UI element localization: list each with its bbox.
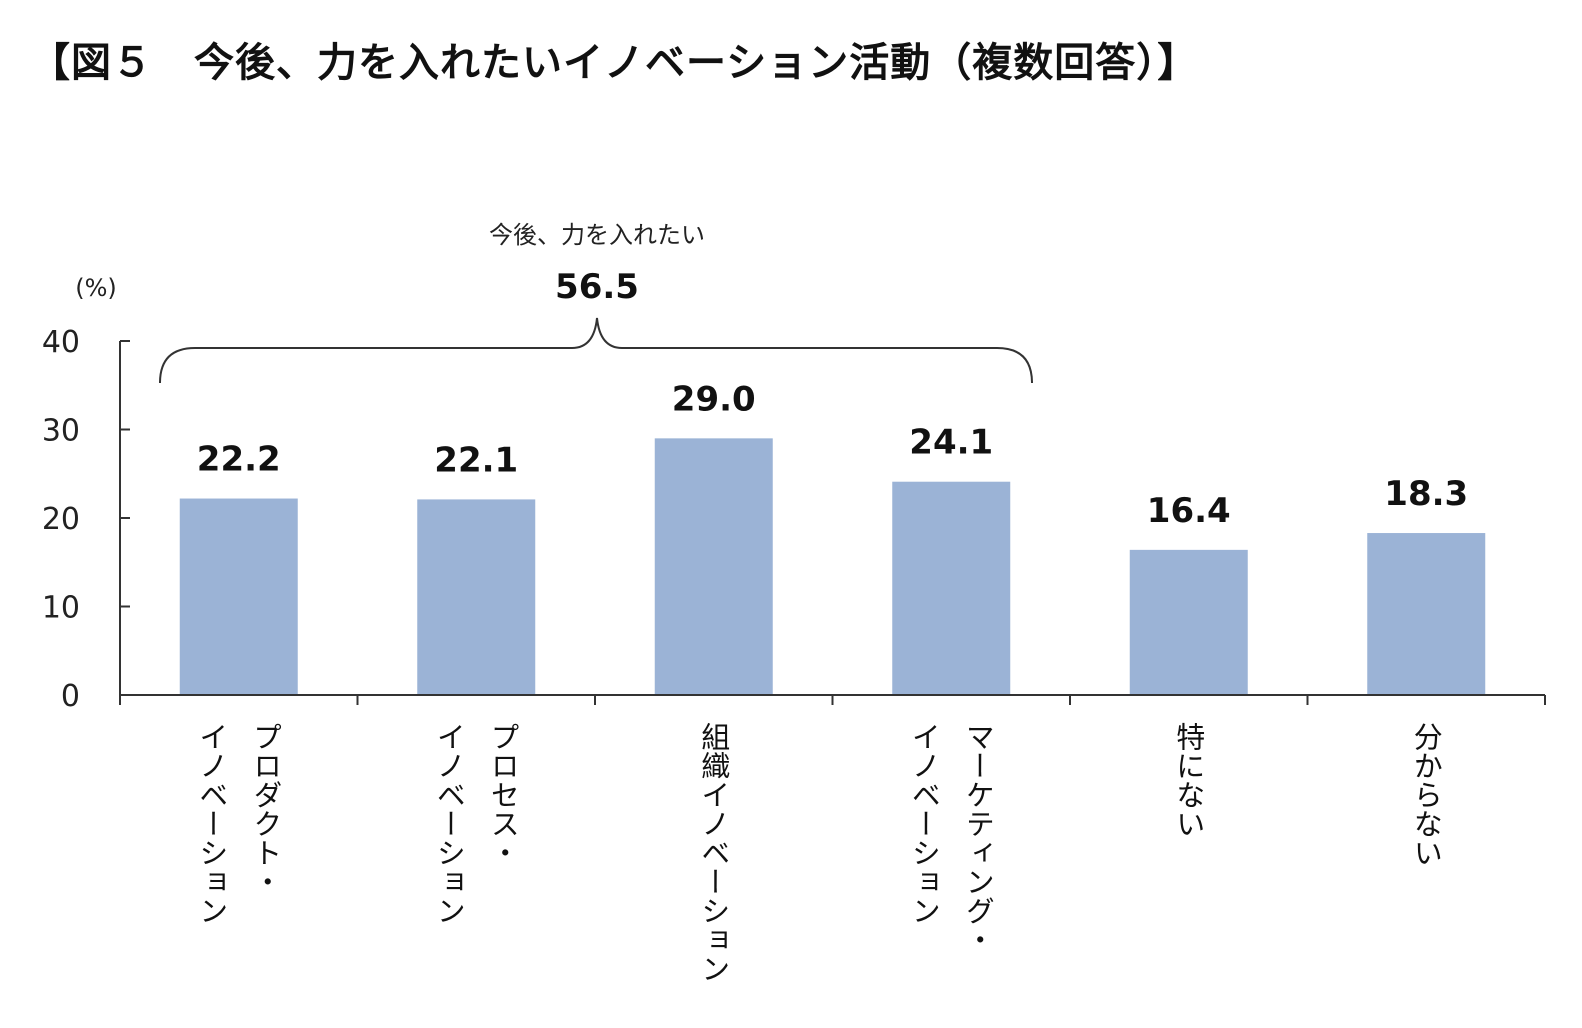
bar — [1129, 549, 1248, 695]
y-tick-label: 0 — [61, 679, 80, 714]
y-axis-unit: (%) — [75, 274, 117, 302]
bar — [654, 438, 773, 695]
x-tick-label: 組織イノベーション — [696, 722, 731, 983]
data-label: 22.1 — [434, 440, 518, 480]
data-label: 22.2 — [197, 440, 281, 480]
x-tick-label: マーケティング・ イノベーション — [907, 722, 996, 954]
y-tick-label: 30 — [42, 414, 80, 449]
x-tick-label: プロセス・ イノベーション — [432, 722, 521, 925]
bar — [179, 498, 298, 695]
annotation-value: 56.5 — [555, 267, 639, 307]
data-label: 18.3 — [1384, 474, 1468, 514]
data-label: 29.0 — [672, 379, 756, 419]
bar — [892, 481, 1011, 695]
data-label: 16.4 — [1147, 491, 1231, 531]
x-tick-label: プロダクト・ イノベーション — [194, 722, 283, 925]
y-tick-label: 40 — [42, 325, 80, 360]
bar — [417, 499, 536, 695]
data-label: 24.1 — [909, 423, 993, 463]
y-tick-label: 20 — [42, 502, 80, 537]
chart-title: 【図５ 今後、力を入れたいイノベーション活動（複数回答）】 — [30, 40, 1199, 86]
bar — [1367, 533, 1486, 695]
annotation-bracket — [159, 317, 1033, 384]
annotation-text: 今後、力を入れたい — [489, 221, 705, 249]
y-tick-label: 10 — [42, 591, 80, 626]
x-tick-label: 分からない — [1409, 722, 1444, 867]
x-tick-label: 特にない — [1171, 722, 1206, 838]
